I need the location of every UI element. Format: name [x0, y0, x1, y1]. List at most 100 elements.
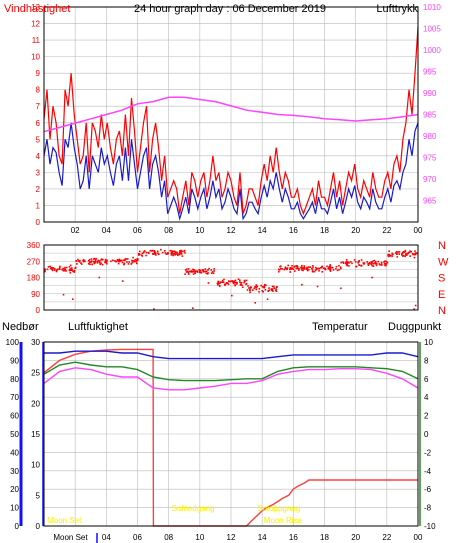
direction-point — [377, 260, 380, 263]
direction-point — [79, 259, 81, 262]
direction-point — [151, 250, 153, 252]
direction-point — [216, 282, 219, 285]
temperature-tick-label: -8 — [424, 504, 432, 513]
direction-point — [410, 250, 412, 253]
hour-tick-label: 00 — [414, 226, 423, 235]
pressure-tick-label: 975 — [423, 154, 437, 163]
direction-point — [312, 266, 314, 269]
temperature-label: Temperatur — [312, 321, 368, 333]
direction-point — [339, 266, 342, 268]
direction-point — [234, 284, 236, 286]
direction-point — [236, 283, 238, 285]
rain-label: Nedbør — [2, 321, 39, 333]
direction-point — [354, 261, 357, 263]
compass-label: W — [438, 256, 449, 268]
direction-point — [273, 287, 276, 290]
wind-tick-label: 10 — [31, 53, 40, 62]
temperature-tick-label: -6 — [424, 485, 432, 494]
direction-point — [243, 280, 246, 283]
temperature-tick-label: 10 — [424, 338, 433, 347]
pressure-tick-label: 970 — [423, 175, 437, 184]
direction-point — [285, 268, 287, 270]
wind-tick-label: 9 — [36, 69, 41, 78]
direction-point — [379, 264, 381, 266]
direction-point — [239, 279, 241, 282]
direction-point — [279, 265, 281, 268]
direction-point — [276, 286, 278, 288]
pressure-label: Lufttrykk — [376, 3, 418, 15]
direction-point — [298, 268, 300, 270]
direction-point — [261, 290, 263, 292]
pressure-tick-label: 990 — [423, 89, 437, 98]
direction-point — [154, 252, 157, 255]
direction-point — [281, 268, 284, 270]
direction-point — [89, 263, 91, 266]
direction-point — [74, 267, 76, 270]
direction-point — [128, 261, 130, 263]
direction-point — [246, 289, 249, 291]
direction-point — [258, 288, 261, 290]
direction-point — [248, 287, 250, 289]
wind-tick-label: 0 — [36, 218, 41, 227]
rain-tick-label: 30 — [31, 338, 40, 347]
direction-point — [412, 253, 415, 256]
direction-point — [387, 255, 390, 258]
direction-tick-label: 360 — [27, 241, 41, 250]
humidity-tick-label: 60 — [10, 412, 19, 421]
direction-point — [367, 264, 370, 266]
rain-line — [43, 348, 418, 527]
direction-point — [289, 267, 292, 269]
direction-point — [207, 269, 209, 271]
direction-point — [175, 253, 178, 255]
direction-point — [77, 258, 79, 261]
direction-point — [181, 255, 184, 257]
direction-point — [130, 263, 132, 265]
direction-point — [340, 267, 342, 270]
direction-point — [331, 266, 334, 269]
direction-point — [218, 285, 221, 288]
direction-point — [249, 287, 251, 289]
direction-point — [315, 268, 318, 271]
direction-point — [58, 266, 61, 269]
direction-point — [303, 265, 306, 267]
direction-point — [292, 268, 295, 270]
annotation-label: Moon Set — [47, 516, 82, 525]
direction-point — [403, 251, 406, 254]
direction-point — [265, 284, 267, 286]
direction-point — [336, 269, 339, 272]
direction-point — [49, 265, 51, 268]
direction-point — [357, 262, 359, 264]
direction-point — [227, 283, 230, 286]
direction-point — [145, 254, 147, 257]
direction-point — [305, 268, 308, 270]
direction-point — [301, 264, 303, 267]
direction-point — [271, 289, 274, 291]
direction-point — [72, 270, 74, 273]
direction-point — [76, 263, 78, 265]
direction-point — [172, 253, 174, 256]
direction-point — [68, 269, 71, 272]
compass-label: E — [438, 289, 445, 301]
direction-point — [340, 287, 342, 290]
direction-point — [254, 285, 256, 288]
temperature-tick-label: -2 — [424, 448, 432, 457]
direction-point — [289, 268, 291, 270]
direction-point — [95, 257, 97, 260]
direction-point — [105, 260, 107, 263]
direction-point — [154, 251, 156, 253]
direction-point — [398, 251, 401, 253]
direction-point — [314, 269, 317, 272]
direction-point — [139, 250, 141, 253]
direction-point — [199, 270, 201, 273]
direction-point — [84, 260, 86, 263]
direction-point — [101, 263, 104, 266]
direction-point — [311, 270, 314, 273]
direction-point — [301, 266, 303, 269]
chart-title: 24 hour graph day : 06 December 2019 — [134, 3, 326, 15]
direction-point — [250, 286, 252, 289]
direction-point — [329, 264, 331, 266]
climate-hour-label: 06 — [133, 533, 142, 542]
direction-point — [370, 263, 373, 265]
